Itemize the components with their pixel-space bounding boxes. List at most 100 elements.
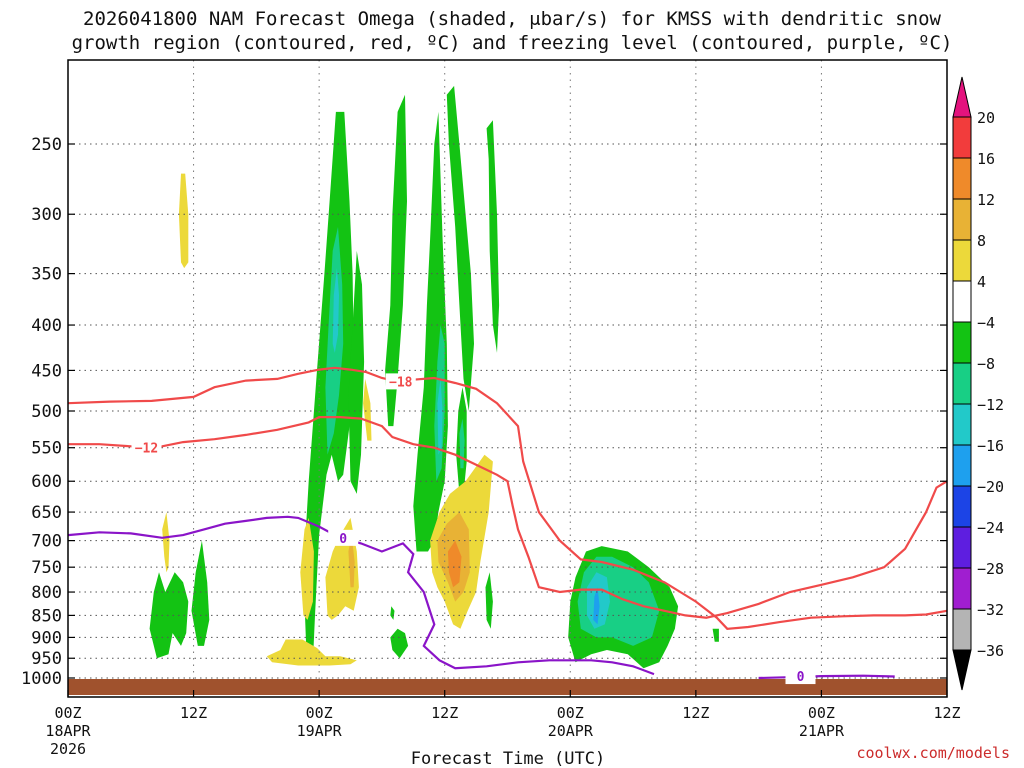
omega-region-10 — [459, 418, 465, 469]
y-tick-label-550: 550 — [31, 439, 62, 459]
colorbar-swatch-0 — [952, 116, 972, 159]
x-tick-label-60: 12Z — [682, 704, 709, 722]
x-date-label-72: 21APR — [799, 722, 845, 740]
contour-label-bg-3 — [785, 668, 816, 685]
omega-region-16 — [390, 606, 395, 620]
credit-link[interactable]: coolwx.com/models — [856, 744, 1010, 762]
temperature-contours: −18 −12 0 0 — [68, 366, 947, 685]
y-tick-label-1000: 1000 — [21, 669, 62, 689]
contour-label-bg-1 — [131, 439, 162, 456]
y-tick-label-750: 750 — [31, 558, 62, 578]
plot-background — [68, 60, 947, 697]
y-tick-label-600: 600 — [31, 472, 62, 492]
x-tick-label-36: 12Z — [431, 704, 458, 722]
terrain-band — [68, 679, 947, 695]
y-tick-label-400: 400 — [31, 316, 62, 336]
colorbar-label-10: −24 — [977, 519, 1004, 537]
colorbar-label-12: −32 — [977, 601, 1004, 619]
omega-region-6 — [446, 85, 474, 412]
x-tick-label-48: 00Z — [557, 704, 584, 722]
y-tick-label-450: 450 — [31, 361, 62, 381]
contour-label-bg-0 — [385, 373, 416, 390]
colorbar-swatch-11 — [952, 567, 972, 610]
omega-region-30 — [447, 540, 462, 588]
contour-line-3 — [758, 674, 895, 680]
omega-region-4 — [385, 94, 407, 427]
y-tick-label-650: 650 — [31, 503, 62, 523]
colorbar-label-5: −4 — [977, 314, 995, 332]
ground-band — [68, 679, 947, 695]
x-tick-label-72: 00Z — [808, 704, 835, 722]
omega-region-25 — [300, 517, 314, 620]
colorbar-label-0: 20 — [977, 109, 995, 127]
colorbar-swatch-2 — [952, 198, 972, 241]
contour-line-1 — [68, 416, 947, 619]
plot-frame — [67, 59, 948, 698]
omega-region-14 — [485, 572, 493, 629]
omega-region-8 — [437, 378, 443, 455]
omega-region-27 — [348, 535, 355, 588]
omega-region-31 — [266, 639, 357, 666]
colorbar-label-13: −36 — [977, 642, 1004, 660]
contour-label-1: −12 — [135, 442, 158, 457]
colorbar-label-2: 12 — [977, 191, 995, 209]
x-axis-label: Forecast Time (UTC) — [411, 749, 605, 768]
colorbar-swatch-6 — [952, 362, 972, 405]
y-axis: 2503003504004505005506006507007508008509… — [21, 135, 947, 689]
colorbar-swatch-10 — [952, 526, 972, 569]
contour-label-0: −18 — [389, 375, 413, 390]
y-tick-label-800: 800 — [31, 583, 62, 603]
omega-region-21 — [712, 628, 719, 642]
y-tick-label-850: 850 — [31, 606, 62, 626]
x-tick-label-12: 12Z — [180, 704, 207, 722]
contour-line-2 — [68, 515, 655, 676]
omega-region-1 — [348, 250, 365, 494]
omega-region-11 — [486, 120, 500, 353]
contour-label-bg-2 — [328, 529, 359, 546]
contour-line-0 — [68, 366, 947, 630]
omega-region-13 — [191, 540, 210, 646]
x-tick-label-24: 00Z — [306, 704, 333, 722]
colorbar-swatch-7 — [952, 403, 972, 446]
colorbar-swatch-3 — [952, 239, 972, 282]
colorbar-label-8: −16 — [977, 437, 1004, 455]
x-tick-label-84: 12Z — [933, 704, 960, 722]
colorbar-bottom-arrow — [952, 649, 972, 691]
colorbar-swatch-9 — [952, 485, 972, 528]
colorbar-swatch-1 — [952, 157, 972, 200]
colorbar-label-9: −20 — [977, 478, 1004, 496]
y-tick-label-500: 500 — [31, 402, 62, 422]
omega-region-12 — [149, 572, 189, 659]
omega-region-24 — [363, 378, 372, 441]
colorbar-label-3: 8 — [977, 232, 986, 250]
y-tick-label-350: 350 — [31, 265, 62, 285]
colorbar-top-arrow — [952, 76, 972, 118]
colorbar-label-7: −12 — [977, 396, 1004, 414]
x-date-label-48: 20APR — [548, 722, 594, 740]
x-date-label-24: 19APR — [297, 722, 343, 740]
colorbar-swatch-12 — [952, 608, 972, 651]
y-tick-label-250: 250 — [31, 135, 62, 155]
omega-regions — [149, 85, 719, 669]
contour-label-2: 0 — [339, 532, 347, 547]
omega-region-15 — [390, 628, 409, 659]
contour-label-3: 0 — [797, 670, 805, 685]
colorbar-swatch-4 — [952, 280, 972, 323]
y-tick-label-300: 300 — [31, 205, 62, 225]
y-tick-label-950: 950 — [31, 649, 62, 669]
x-date-label-0: 18APR — [45, 722, 91, 740]
omega-region-3 — [332, 268, 339, 353]
y-tick-label-900: 900 — [31, 628, 62, 648]
chart-title-line-1: 2026041800 NAM Forecast Omega (shaded, μ… — [83, 8, 941, 30]
x-tick-label-0: 00Z — [54, 704, 81, 722]
omega-region-22 — [178, 173, 189, 269]
colorbar-swatch-5 — [952, 321, 972, 364]
colorbar-label-6: −8 — [977, 355, 995, 373]
colorbar-label-1: 16 — [977, 150, 995, 168]
chart-title-line-2: growth region (contoured, red, ºC) and f… — [71, 32, 953, 54]
colorbar: 20 16 12 8 4 −4 −8 −12 −16 −20 −24 −28 −32 −36 — [952, 76, 1004, 691]
colorbar-label-11: −28 — [977, 560, 1004, 578]
